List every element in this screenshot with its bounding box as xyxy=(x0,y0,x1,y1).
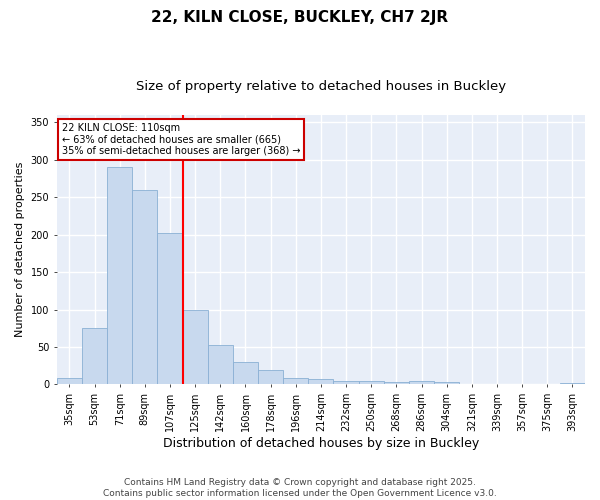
Text: 22 KILN CLOSE: 110sqm
← 63% of detached houses are smaller (665)
35% of semi-det: 22 KILN CLOSE: 110sqm ← 63% of detached … xyxy=(62,123,301,156)
Bar xyxy=(182,310,208,384)
Bar xyxy=(107,168,132,384)
Bar xyxy=(308,379,334,384)
Bar xyxy=(82,328,107,384)
X-axis label: Distribution of detached houses by size in Buckley: Distribution of detached houses by size … xyxy=(163,437,479,450)
Bar xyxy=(258,370,283,384)
Bar xyxy=(409,382,434,384)
Bar xyxy=(233,362,258,384)
Text: 22, KILN CLOSE, BUCKLEY, CH7 2JR: 22, KILN CLOSE, BUCKLEY, CH7 2JR xyxy=(151,10,449,25)
Bar xyxy=(157,234,182,384)
Bar xyxy=(359,382,384,384)
Title: Size of property relative to detached houses in Buckley: Size of property relative to detached ho… xyxy=(136,80,506,93)
Bar xyxy=(283,378,308,384)
Bar xyxy=(560,383,585,384)
Bar xyxy=(208,345,233,385)
Text: Contains HM Land Registry data © Crown copyright and database right 2025.
Contai: Contains HM Land Registry data © Crown c… xyxy=(103,478,497,498)
Bar xyxy=(57,378,82,384)
Bar xyxy=(334,380,359,384)
Bar xyxy=(434,382,459,384)
Bar xyxy=(132,190,157,384)
Y-axis label: Number of detached properties: Number of detached properties xyxy=(15,162,25,338)
Bar xyxy=(384,382,409,384)
